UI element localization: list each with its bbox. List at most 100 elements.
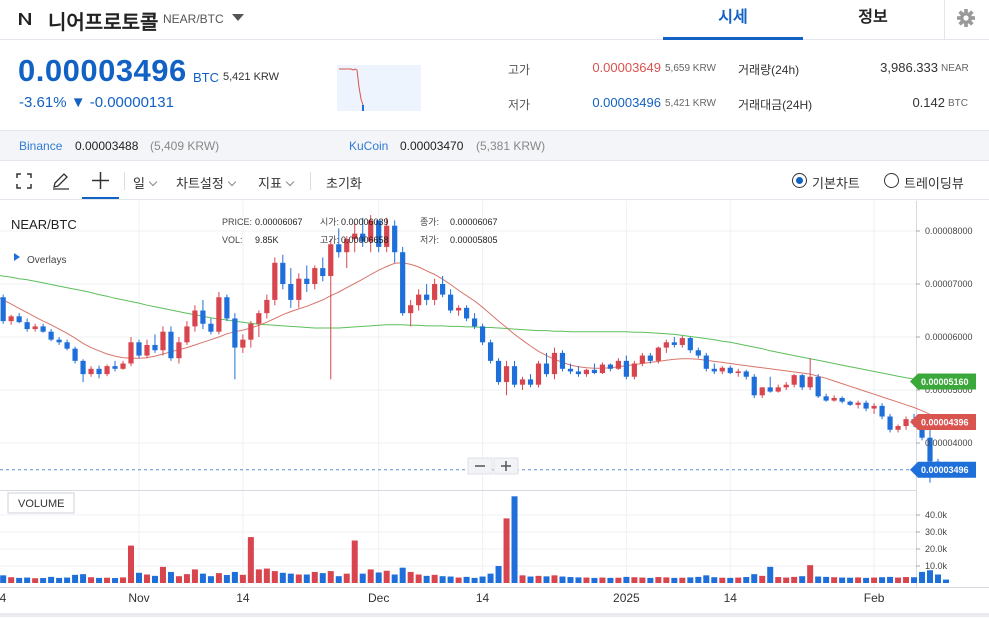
crosshair-icon xyxy=(92,172,109,189)
overlays-toggle[interactable]: Overlays xyxy=(14,253,66,266)
candle-body xyxy=(823,396,829,401)
indicators-menu[interactable]: 지표 xyxy=(258,173,295,192)
volume-bar xyxy=(895,577,902,583)
candle-body xyxy=(679,338,685,345)
legend-price-value: 0.00006067 xyxy=(255,217,303,227)
volume-bar xyxy=(863,577,870,583)
candle-body xyxy=(599,364,606,374)
volume-bar xyxy=(136,572,142,583)
price-badge-label: 0.00004396 xyxy=(921,418,969,428)
volume-bar xyxy=(24,577,31,583)
volume-bar xyxy=(159,566,166,583)
zoom-in-button[interactable] xyxy=(493,457,519,475)
candle-body xyxy=(112,366,118,369)
candle-body xyxy=(607,364,614,369)
volume-bar xyxy=(72,574,79,583)
basic-chart-radio[interactable] xyxy=(792,173,807,188)
candle-body xyxy=(719,367,725,372)
candle-body xyxy=(440,284,446,295)
candle-body xyxy=(304,278,310,284)
candle-body xyxy=(336,244,342,253)
volume-bar xyxy=(935,574,941,583)
candle-body xyxy=(791,375,797,385)
candle-body xyxy=(216,297,222,332)
volume-series xyxy=(0,496,949,583)
tradingview-radio[interactable] xyxy=(884,173,899,188)
candle-body xyxy=(184,326,190,343)
price-chart[interactable]: 0.00008000 0.00007000 0.00006000 0.00005000… xyxy=(0,201,989,613)
zoom-out-button[interactable] xyxy=(467,457,493,475)
pencil-icon[interactable] xyxy=(51,172,71,190)
volume-bar xyxy=(743,577,750,583)
chart-settings-menu[interactable]: 차트설정 xyxy=(176,173,237,192)
candle-body xyxy=(288,284,294,300)
candle-body xyxy=(543,363,550,375)
tab-info[interactable]: 정보 xyxy=(858,9,888,26)
candle-body xyxy=(456,307,462,311)
volume-bar xyxy=(511,496,518,583)
volume-bar xyxy=(32,578,39,583)
candle-body xyxy=(168,331,174,359)
volume-bar xyxy=(767,566,774,583)
candle-body xyxy=(144,344,150,356)
candle-body xyxy=(471,318,478,327)
candle-body xyxy=(751,376,757,396)
candle-body xyxy=(40,326,46,332)
current-price-unit: BTC xyxy=(193,70,219,85)
volume-bar xyxy=(583,577,590,583)
coin-dropdown-icon[interactable] xyxy=(232,14,244,21)
period-select[interactable]: 일 xyxy=(133,173,158,192)
exchange-binance-name[interactable]: Binance xyxy=(19,139,63,153)
volume-bar xyxy=(64,577,71,583)
coin-name: 니어프로토콜 xyxy=(48,12,159,34)
volume-bar xyxy=(919,571,926,583)
candle-body xyxy=(847,401,853,405)
chevron-down-icon xyxy=(227,177,237,187)
volume-bar xyxy=(903,577,910,583)
tradingview-label[interactable]: 트레이딩뷰 xyxy=(904,176,964,191)
volume-bar xyxy=(231,571,238,583)
tab-price[interactable]: 시세 xyxy=(663,0,803,40)
volume-bar xyxy=(295,574,302,583)
reset-button[interactable]: 초기화 xyxy=(326,176,362,191)
volume-bar xyxy=(655,577,662,583)
gear-icon xyxy=(957,9,975,27)
volume-bar xyxy=(927,570,934,583)
candle-body xyxy=(463,307,470,319)
legend-high-value: 0.00006658 xyxy=(341,235,389,245)
candle-body xyxy=(296,278,302,300)
exchange-kucoin-name[interactable]: KuCoin xyxy=(349,139,389,153)
volume-bar xyxy=(423,575,430,583)
price-badge xyxy=(910,414,976,431)
candle-body xyxy=(535,363,542,385)
candle-body xyxy=(871,405,877,409)
candle-body xyxy=(384,225,390,247)
volume-bar xyxy=(207,576,214,583)
volume-bar xyxy=(495,566,502,583)
amount-value: 0.142 xyxy=(912,95,945,110)
candle-body xyxy=(408,305,414,314)
price-summary: 0.00003496 BTC 5,421 KRW -3.61% ▼ -0.000… xyxy=(0,41,989,129)
volume-bar xyxy=(727,577,734,583)
crosshair-button[interactable] xyxy=(82,162,119,199)
legend-high-label: 고가: xyxy=(320,235,339,245)
candle-body xyxy=(615,360,621,369)
candle-body xyxy=(136,342,142,356)
candle-body xyxy=(727,367,733,374)
price-tick-label: 0.00008000 xyxy=(925,226,973,236)
volume-bar xyxy=(239,574,246,583)
candlestick-chart-svg[interactable]: 0.00008000 0.00007000 0.00006000 0.00005000… xyxy=(0,201,989,613)
fullscreen-icon[interactable] xyxy=(16,173,32,189)
settings-button[interactable] xyxy=(944,0,989,40)
candle-body xyxy=(527,379,534,385)
time-tick-label: Dec xyxy=(368,591,389,605)
volume-bar xyxy=(112,578,119,583)
bottom-scrollbar[interactable] xyxy=(0,613,989,617)
volume-bar xyxy=(855,577,862,583)
time-tick-label: 4 xyxy=(0,591,7,605)
volume-bar xyxy=(687,577,694,583)
volume-bar xyxy=(215,573,222,583)
legend-open-label: 시가: xyxy=(320,217,339,227)
basic-chart-label[interactable]: 기본차트 xyxy=(812,176,860,191)
volume-bar xyxy=(479,576,486,583)
